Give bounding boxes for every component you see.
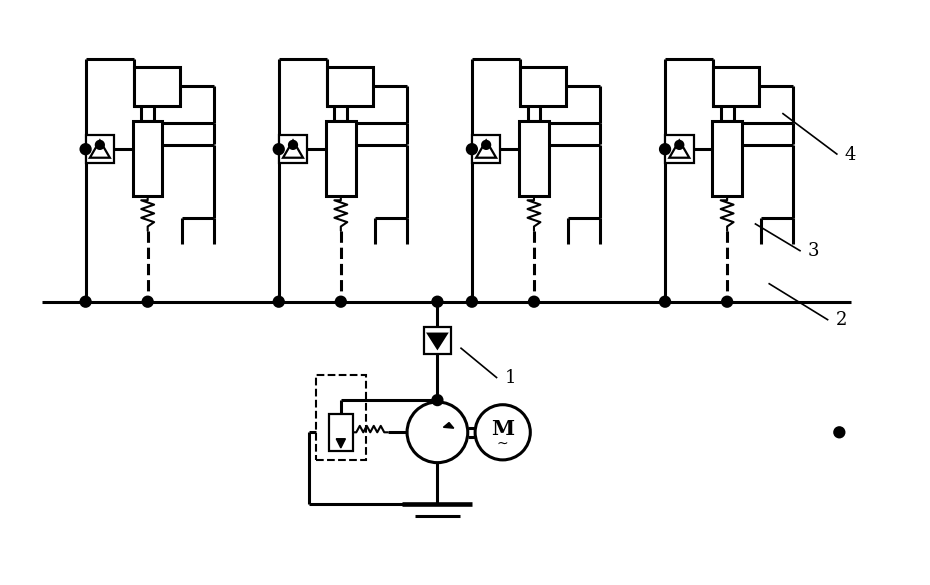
Circle shape	[289, 141, 297, 149]
Bar	[519, 121, 549, 196]
Bar	[712, 121, 742, 196]
Bar	[327, 67, 373, 106]
Bar	[665, 135, 694, 163]
Bar	[520, 67, 566, 106]
Bar	[86, 135, 114, 163]
Circle shape	[407, 402, 468, 463]
Polygon shape	[337, 439, 345, 448]
Circle shape	[143, 297, 153, 307]
Circle shape	[81, 144, 90, 154]
Bar	[326, 121, 355, 196]
Circle shape	[660, 144, 670, 154]
Polygon shape	[90, 140, 110, 158]
Text: ~: ~	[497, 436, 509, 450]
Circle shape	[723, 297, 732, 307]
Polygon shape	[476, 140, 496, 158]
Circle shape	[467, 144, 476, 154]
Text: M: M	[491, 419, 514, 439]
Circle shape	[432, 297, 442, 307]
Circle shape	[96, 141, 104, 149]
Bar	[316, 376, 365, 460]
Circle shape	[432, 395, 442, 405]
Circle shape	[337, 297, 345, 307]
Text: 1: 1	[505, 369, 516, 387]
Circle shape	[475, 405, 530, 460]
Bar	[134, 67, 179, 106]
Bar	[424, 327, 451, 354]
Bar	[329, 414, 352, 450]
Polygon shape	[428, 333, 446, 348]
Polygon shape	[444, 422, 454, 428]
Bar	[133, 121, 163, 196]
Circle shape	[274, 297, 284, 307]
Circle shape	[660, 297, 670, 307]
Text: 3: 3	[808, 242, 819, 260]
Circle shape	[467, 297, 476, 307]
Circle shape	[482, 141, 490, 149]
Polygon shape	[670, 140, 689, 158]
Polygon shape	[283, 140, 303, 158]
Bar	[472, 135, 500, 163]
Bar	[279, 135, 307, 163]
Text: 4: 4	[844, 146, 857, 164]
Circle shape	[835, 428, 844, 437]
Circle shape	[529, 297, 538, 307]
Circle shape	[81, 297, 90, 307]
Circle shape	[274, 144, 284, 154]
Bar	[713, 67, 759, 106]
Text: 2: 2	[836, 311, 847, 329]
Circle shape	[675, 141, 684, 149]
